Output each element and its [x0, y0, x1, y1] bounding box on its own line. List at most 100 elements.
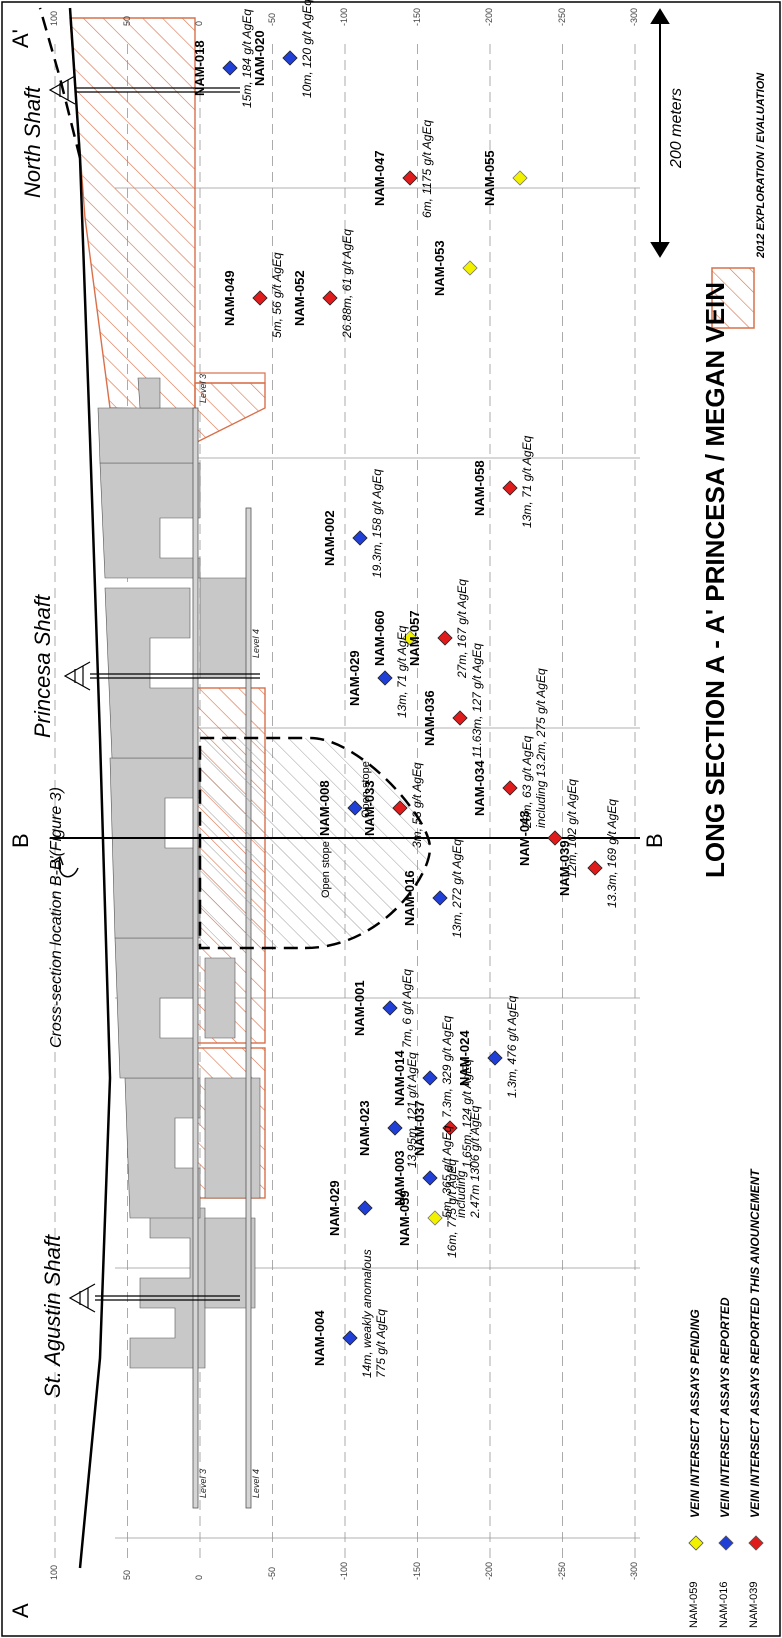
mine-workings — [97, 377, 261, 1369]
elevation-tick-label: 100 — [49, 10, 59, 26]
drill-hole-id: NAM-016 — [402, 870, 417, 926]
drill-hole-marker — [422, 1070, 438, 1086]
drill-hole-marker — [322, 290, 338, 306]
drill-hole-marker — [487, 1050, 503, 1066]
drill-hole-marker — [347, 800, 363, 816]
cross-section-note: Cross-section location B-B'(Figure 3) — [48, 787, 65, 1048]
drill-hole-marker — [432, 890, 448, 906]
elevation-tick-label: -300 — [629, 1561, 639, 1580]
curly-arrow-icon — [58, 857, 79, 878]
drill-hole-id: NAM-055 — [482, 150, 497, 206]
drill-hole-result: 775 g/t AgEq — [374, 1309, 388, 1378]
section-label-b-bottom: B — [642, 833, 667, 848]
drill-hole-marker — [357, 1200, 373, 1216]
elevation-tick-label: -200 — [484, 7, 494, 26]
drill-hole-result: 26.88m, 61 g/t AgEq — [340, 229, 354, 338]
open-stope-label: Open stope — [320, 841, 332, 898]
drill-hole-id: NAM-034 — [472, 760, 487, 816]
drill-hole-result: 13m, 272 g/t AgEq — [450, 839, 464, 938]
legend-text: VEIN INTERSECT ASSAYS REPORTED — [718, 1297, 732, 1518]
legend-code: NAM-016 — [718, 1581, 730, 1628]
drill-hole-id: NAM-020 — [252, 30, 267, 86]
drill-hole-id: NAM-023 — [357, 1100, 372, 1156]
drill-hole-marker — [462, 260, 478, 276]
drill-hole-id: NAM-033 — [362, 780, 377, 836]
elevation-tick-label: -300 — [629, 7, 639, 26]
drill-hole-marker — [502, 480, 518, 496]
elevation-tick-label: -100 — [339, 7, 349, 26]
elevation-tick-label: 0 — [194, 1574, 204, 1580]
drill-hole-marker — [547, 830, 563, 846]
drill-hole-marker — [377, 670, 393, 686]
drill-hole-result: 12m, 102 g/t AgEq — [565, 779, 579, 878]
open-stope-outline — [198, 736, 432, 950]
legend-exploration-text: 2012 EXPLORATION / EVALUATION — [755, 72, 767, 258]
scale-bar — [650, 8, 670, 258]
level-label: Level 4 — [251, 1468, 261, 1498]
drill-hole-id: NAM-053 — [432, 240, 447, 296]
drill-hole-id: NAM-004 — [312, 1310, 327, 1366]
section-label-a: A — [8, 1603, 33, 1618]
legend-code: NAM-039 — [748, 1581, 760, 1628]
drill-hole-id: NAM-036 — [422, 690, 437, 746]
section-label-b-top: B — [8, 833, 33, 848]
elevation-tick-label: -200 — [484, 1561, 494, 1580]
drill-hole-marker — [222, 60, 238, 76]
drill-hole-result: 2.47m 1306 g/t AgEq — [468, 1105, 482, 1218]
drill-hole-result: 13m, 71 g/t AgEq — [520, 435, 534, 528]
drill-hole-marker — [252, 290, 268, 306]
drill-hole-result: 11.63m, 127 g/t AgEq — [470, 643, 484, 758]
drill-hole-marker — [402, 630, 418, 646]
drill-hole-marker — [452, 710, 468, 726]
drill-hole-marker — [512, 170, 528, 186]
elevation-tick-label: -150 — [411, 7, 422, 26]
drill-hole-markers — [222, 50, 603, 1346]
drill-hole-result: 7m, 6 g/t AgEq — [400, 969, 414, 1048]
elevation-tick-label: 50 — [121, 15, 132, 26]
drill-hole-result: 5m, 365 g/t AgEq — [440, 1125, 454, 1218]
elevation-tick-label: 100 — [49, 1564, 59, 1580]
drill-hole-id: NAM-001 — [352, 980, 367, 1036]
drill-hole-marker — [387, 1120, 403, 1136]
shaft-label-st-agustin: St. Agustin Shaft — [40, 1234, 65, 1398]
drill-hole-marker — [392, 800, 408, 816]
figure-title: LONG SECTION A - A' PRINCESA / MEGAN VEI… — [700, 281, 730, 878]
level-label: Level 3 — [198, 1468, 208, 1498]
elevation-tick-label: -100 — [339, 1561, 349, 1580]
drill-hole-result: 7.3m, 329 g/t AgEq — [440, 1015, 454, 1118]
drill-hole-id: NAM-047 — [372, 150, 387, 206]
legend-exploration-swatch — [711, 267, 755, 329]
drill-hole-id: NAM-029 — [327, 1180, 342, 1236]
legend-marker — [688, 1535, 704, 1551]
drill-hole-marker — [352, 530, 368, 546]
shaft-lines — [75, 87, 260, 1301]
drill-hole-id: NAM-008 — [317, 780, 332, 836]
drill-hole-result: 13.3m, 169 g/t AgEq — [605, 799, 619, 908]
drill-hole-result: 6m, 1175 g/t AgEq — [420, 119, 434, 218]
shaft-label-princesa: Princesa Shaft — [30, 594, 55, 738]
drill-hole-result: 27m, 167 g/t AgEq — [455, 579, 469, 678]
drill-hole-id: NAM-060 — [372, 610, 387, 666]
drill-hole-id: NAM-002 — [322, 510, 337, 566]
scale-label: 200 meters — [668, 87, 685, 168]
level-label: Level 4 — [251, 628, 261, 658]
drill-hole-marker — [342, 1330, 358, 1346]
drill-hole-id: NAM-029 — [347, 650, 362, 706]
drill-hole-marker — [442, 1120, 458, 1136]
drill-hole-id: NAM-057 — [407, 610, 422, 666]
shaft-label-north: North Shaft — [20, 86, 45, 198]
drill-hole-marker — [587, 860, 603, 876]
drill-hole-id: NAM-024 — [457, 1030, 472, 1086]
drill-hole-marker — [502, 780, 518, 796]
drill-hole-id: NAM-052 — [292, 270, 307, 326]
legend-marker — [718, 1535, 734, 1551]
drill-hole-result: 19.3m, 158 g/t AgEq — [370, 469, 384, 578]
elevation-tick-label: -250 — [556, 7, 567, 26]
elevation-tick-label: -50 — [266, 12, 277, 26]
drill-hole-result: 10m, 120 g/t AgEq — [300, 0, 314, 98]
elevation-tick-label: -150 — [411, 1561, 422, 1580]
drill-hole-id: NAM-058 — [472, 460, 487, 516]
drill-hole-marker — [422, 1170, 438, 1186]
drill-hole-marker — [427, 1210, 443, 1226]
legend-marker — [748, 1535, 764, 1551]
